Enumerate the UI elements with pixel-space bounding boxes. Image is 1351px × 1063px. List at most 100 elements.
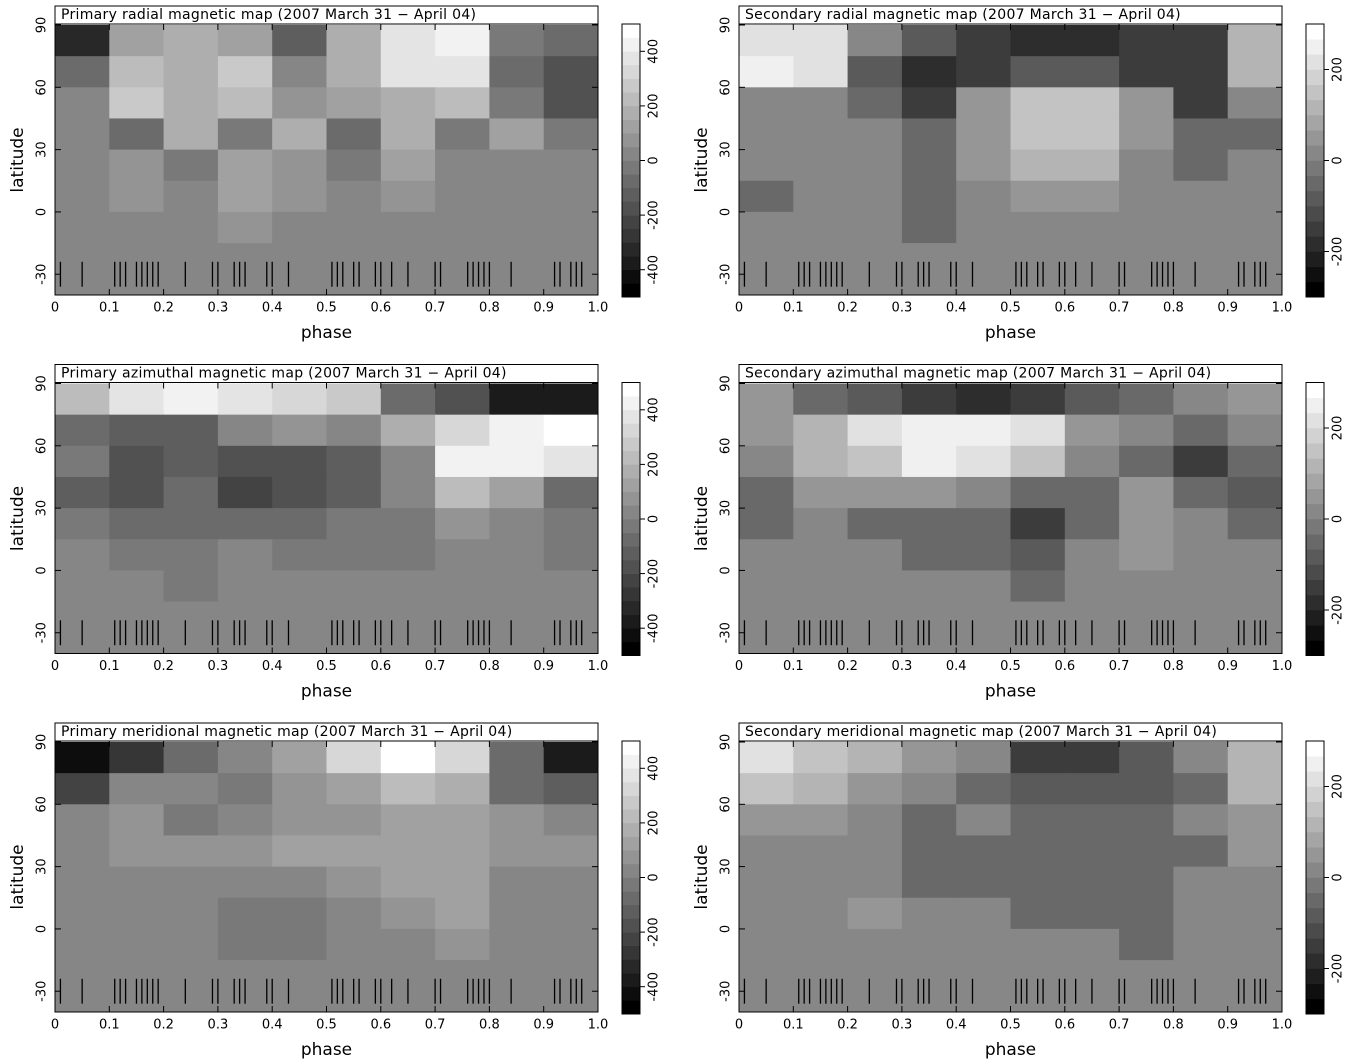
x-tick-label: 1.0 (588, 659, 609, 674)
colorbar-step (1306, 892, 1324, 909)
heat-cell (1064, 742, 1120, 774)
heat-cell (739, 445, 794, 478)
heat-cell (163, 211, 219, 244)
heat-cell (55, 211, 110, 244)
heat-cell (217, 742, 273, 774)
heat-cell (1064, 414, 1120, 447)
colorbar-tick-label: -200 (1331, 237, 1346, 267)
heat-cell (380, 414, 436, 447)
heat-cell (793, 56, 849, 88)
x-tick-label: 0.8 (1163, 659, 1184, 674)
heat-cell (1173, 383, 1229, 416)
y-tick-label: 30 (719, 500, 734, 517)
heat-cell (543, 211, 599, 244)
panel: Secondary azimuthal magnetic map (2007 M… (692, 364, 1346, 702)
heat-cell (55, 804, 110, 836)
heat-cell (55, 476, 110, 509)
heat-cell (55, 414, 110, 447)
y-tick-label: 0 (35, 208, 50, 216)
heat-cell (901, 383, 957, 416)
heat-cell (1173, 601, 1229, 654)
heat-cell (55, 149, 110, 182)
colorbar-step (1306, 907, 1324, 924)
heat-cell (109, 897, 165, 930)
colorbar-step (622, 519, 640, 533)
heat-cell (489, 445, 545, 478)
heat-cell (489, 211, 545, 244)
heat-cell (1227, 742, 1283, 774)
colorbar-step (622, 904, 640, 919)
heat-cell (901, 476, 957, 509)
heat-cell (1173, 211, 1229, 244)
x-tick-label: 0.3 (892, 301, 913, 316)
heat-cell (847, 87, 903, 119)
x-tick-label: 0.4 (946, 1018, 967, 1033)
x-tick-label: 1.0 (1272, 301, 1293, 316)
colorbar-step (1306, 24, 1324, 40)
heat-cell (380, 897, 436, 930)
colorbar-step (622, 614, 640, 629)
x-tick-label: 0.1 (783, 301, 804, 316)
heat-cell (435, 414, 490, 447)
heat-cell (901, 414, 957, 447)
colorbar-step (622, 105, 640, 120)
heat-cell (380, 835, 436, 868)
heat-cell (217, 539, 273, 571)
heat-cell (739, 742, 794, 774)
x-tick-label: 0.1 (99, 301, 120, 316)
x-tick-label: 0.9 (533, 301, 554, 316)
heat-cell (489, 601, 545, 654)
colorbar-step (622, 932, 640, 947)
colorbar-step (622, 863, 640, 878)
heat-cell (1173, 87, 1229, 119)
heat-cell (847, 508, 903, 540)
heat-cell (1173, 243, 1229, 296)
heat-cell (435, 960, 490, 1013)
heat-cell (55, 180, 110, 213)
heat-cell (489, 508, 545, 540)
colorbar-step (1306, 190, 1324, 207)
colorbar-step (622, 795, 640, 810)
colorbar-step (622, 37, 640, 52)
heat-cell (1227, 180, 1283, 213)
heat-cell (847, 414, 903, 447)
colorbar-step (622, 877, 640, 892)
heat-cell (739, 149, 794, 182)
heat-cell (956, 383, 1011, 416)
heat-cell (163, 601, 219, 654)
heat-cell (847, 928, 903, 961)
heat-cell (55, 773, 110, 805)
heat-cell (543, 87, 599, 119)
heat-cell (1173, 960, 1229, 1013)
heat-cell (272, 742, 327, 774)
heat-cell (489, 476, 545, 509)
heat-cell (1119, 897, 1174, 930)
heat-cell (1064, 118, 1120, 151)
y-tick-label: 30 (35, 500, 50, 517)
heat-cell (1010, 445, 1066, 478)
colorbar-step (1306, 610, 1324, 626)
heat-cell (55, 118, 110, 151)
colorbar-step (622, 160, 640, 175)
colorbar-step (622, 491, 640, 506)
heat-cell (109, 476, 165, 509)
colorbar-step (622, 256, 640, 270)
heat-cell (1010, 866, 1066, 899)
heat-cell (956, 773, 1011, 805)
colorbar-step (622, 754, 640, 769)
heat-cell (1119, 835, 1174, 868)
heat-cell (109, 866, 165, 899)
heat-cell (956, 928, 1011, 961)
x-axis-label: phase (301, 682, 352, 702)
heat-cell (739, 570, 794, 603)
heat-cell (489, 804, 545, 836)
colorbar-tick-label: 400 (647, 756, 662, 781)
heat-cell (380, 508, 436, 540)
heat-cell (435, 742, 490, 774)
heat-cell (435, 211, 490, 244)
colorbar-step (1306, 175, 1324, 192)
heat-cell (1227, 928, 1283, 961)
heat-cell (1173, 118, 1229, 151)
y-tick-label: 0 (719, 208, 734, 216)
heat-cell (163, 928, 219, 961)
